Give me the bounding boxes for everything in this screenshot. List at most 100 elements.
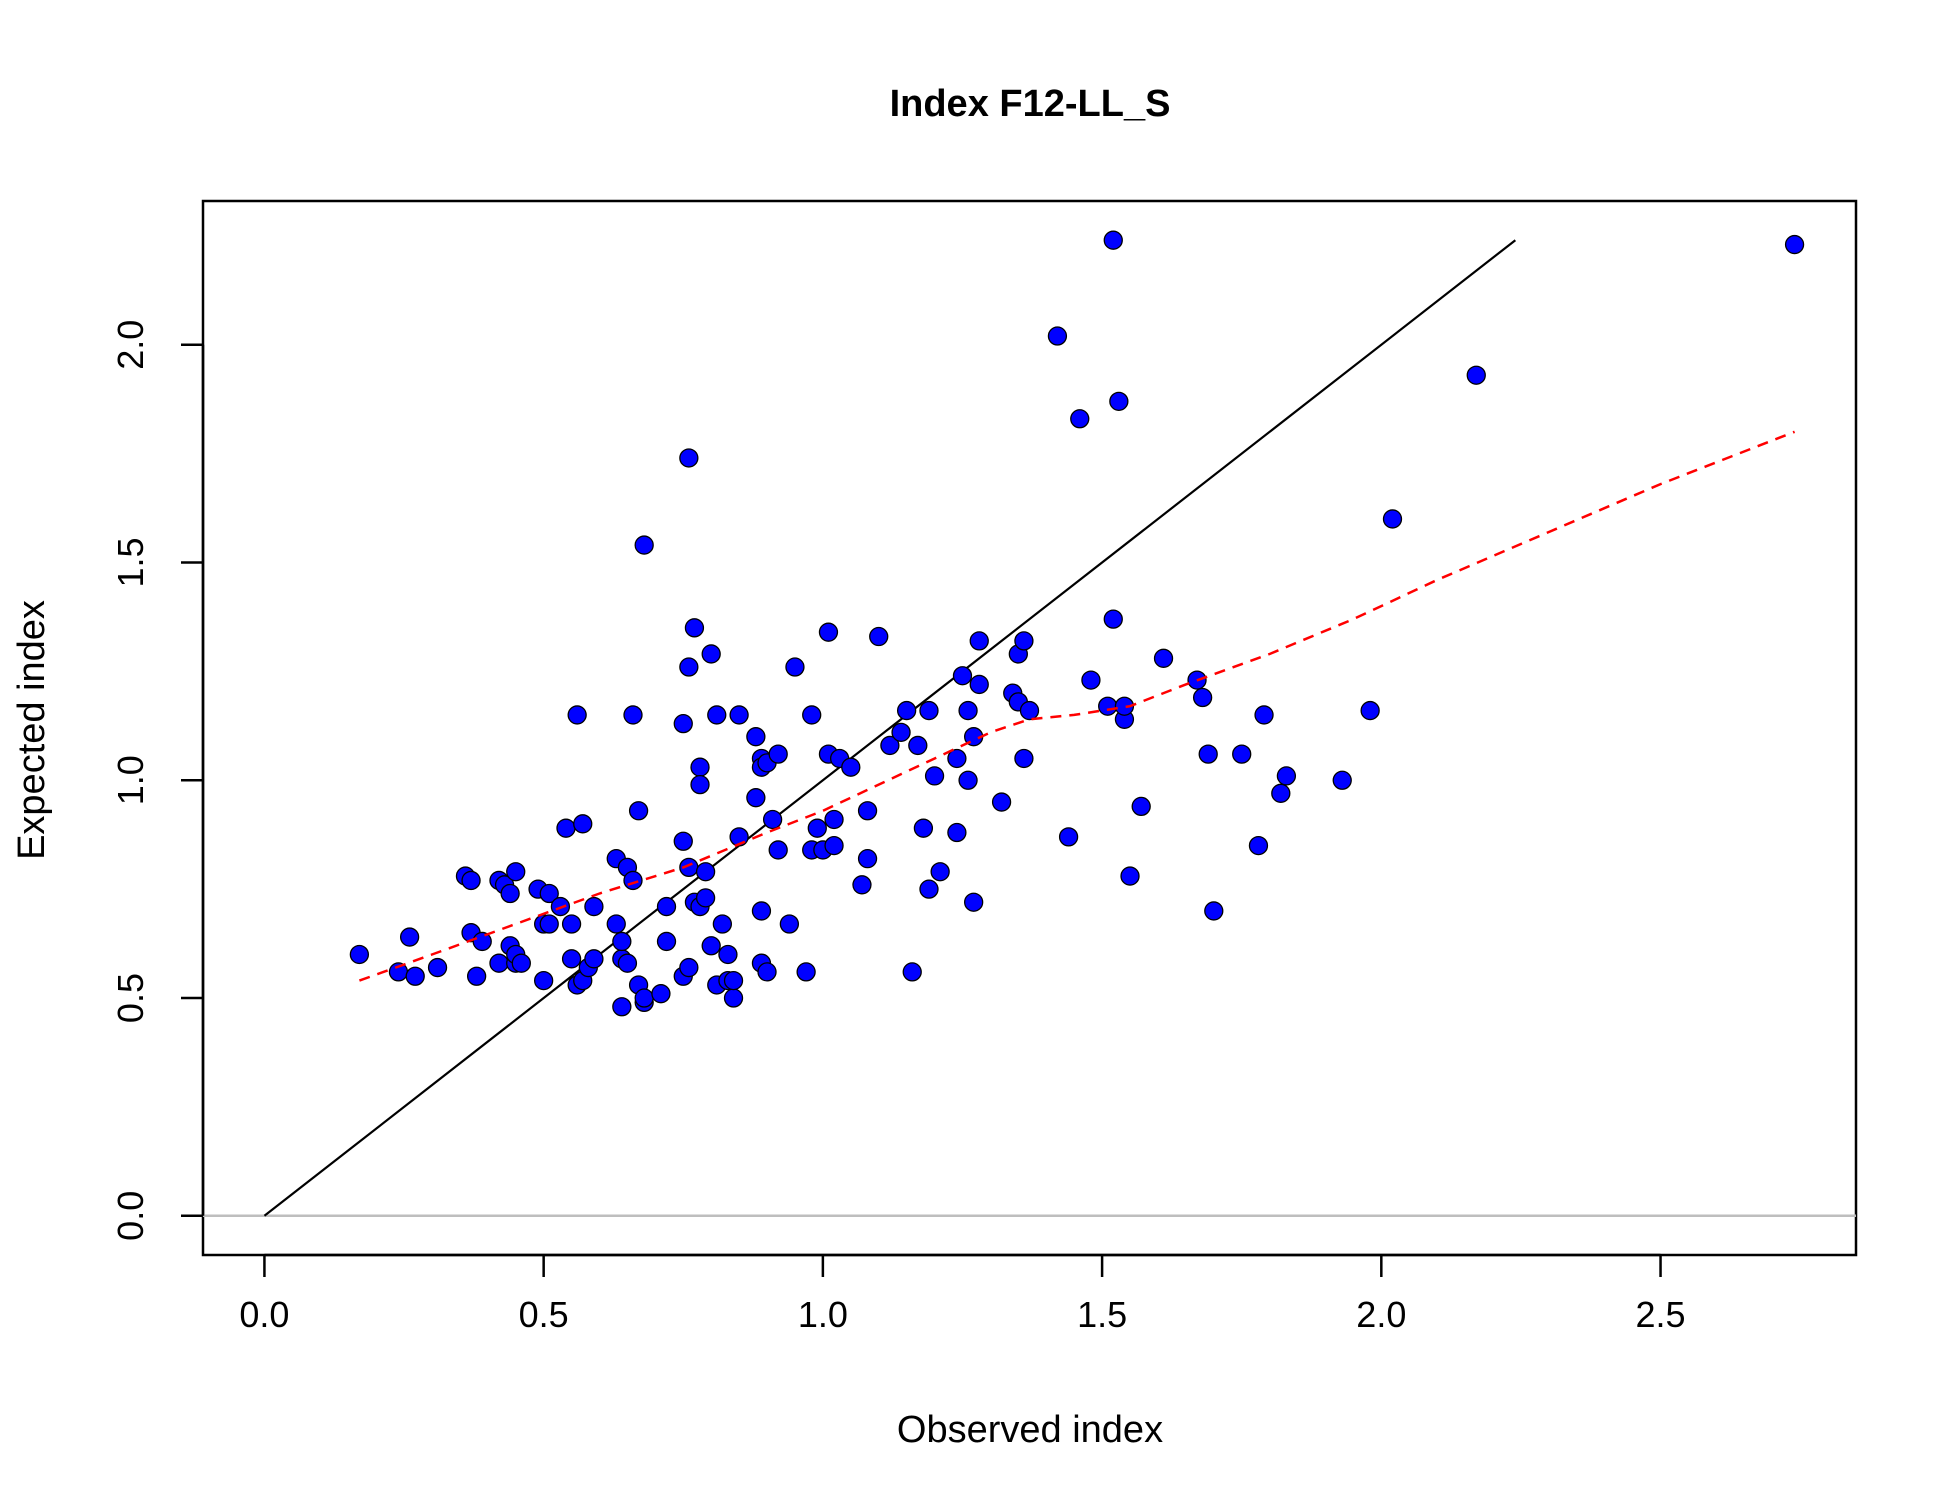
data-point: [1248, 835, 1269, 856]
data-point: [723, 970, 744, 991]
data-point: [818, 622, 839, 642]
data-point: [857, 849, 878, 869]
x-tick-label: 1.5: [1077, 1294, 1127, 1335]
data-point: [824, 835, 844, 856]
data-point: [556, 818, 576, 838]
x-tick-label: 0.5: [519, 1294, 569, 1335]
data-point: [701, 936, 721, 956]
data-point: [466, 966, 487, 986]
data-point: [1120, 866, 1140, 886]
data-point: [746, 788, 766, 808]
data-point: [690, 757, 710, 777]
data-point: [1153, 648, 1174, 668]
data-point: [656, 931, 677, 952]
chart-title: Index F12-LL_S: [890, 83, 1171, 125]
data-point: [723, 988, 744, 1008]
data-point: [534, 970, 554, 991]
data-point: [1058, 827, 1079, 847]
data-point: [824, 809, 844, 830]
data-point: [746, 727, 766, 747]
data-point: [991, 792, 1012, 812]
plot-frame: [201, 199, 1858, 1257]
data-point: [869, 626, 889, 647]
data-point: [1070, 409, 1090, 429]
data-point: [489, 953, 509, 973]
data-point: [880, 735, 900, 756]
data-point: [695, 862, 716, 882]
data-point: [1109, 391, 1129, 411]
data-point: [958, 770, 978, 790]
data-point: [707, 705, 727, 725]
data-point: [405, 966, 425, 986]
data-point: [612, 997, 632, 1017]
data-point: [673, 831, 693, 851]
data-point: [969, 674, 989, 695]
data-point: [634, 535, 654, 555]
data-point: [617, 953, 638, 973]
data-point: [1271, 783, 1291, 803]
data-point: [1276, 766, 1297, 786]
data-point: [958, 700, 978, 721]
data-point: [857, 801, 878, 821]
x-tick-label: 0.0: [239, 1294, 289, 1335]
data-point: [919, 700, 939, 721]
data-point: [919, 879, 939, 899]
data-point: [757, 962, 777, 982]
data-point: [1254, 705, 1274, 725]
y-tick-label: 2.0: [110, 320, 151, 370]
plot-area: 0.0 0.5 1.0 1.5 2.0 2.5 0.0 0.5 1.0 1.5 2.0: [110, 199, 1858, 1335]
data-point: [924, 766, 945, 786]
data-point: [896, 700, 917, 721]
data-point: [751, 901, 772, 921]
data-point: [679, 657, 699, 677]
data-point: [1466, 365, 1486, 385]
data-point: [656, 896, 677, 917]
data-point: [427, 957, 448, 978]
data-point: [718, 944, 738, 965]
data-point: [947, 822, 967, 843]
identity-line: [263, 239, 1517, 1217]
data-point: [690, 774, 710, 795]
data-point: [729, 705, 749, 725]
data-point: [1103, 230, 1123, 250]
y-tick-label: 1.5: [110, 537, 151, 587]
data-point: [891, 722, 911, 743]
data-point: [461, 870, 481, 891]
data-point: [701, 644, 721, 664]
data-point: [1019, 700, 1040, 721]
data-point: [1198, 744, 1218, 764]
data-point: [561, 949, 582, 969]
data-point: [802, 705, 822, 725]
data-point: [511, 953, 531, 973]
data-point: [695, 888, 716, 908]
data-point: [1382, 509, 1403, 529]
data-point: [1014, 748, 1034, 769]
data-point: [472, 931, 492, 952]
data-point: [584, 949, 604, 969]
x-axis-label: Observed index: [897, 1409, 1163, 1451]
y-tick-label: 0.0: [110, 1191, 151, 1241]
data-point: [399, 927, 420, 947]
data-point: [573, 814, 593, 834]
data-point: [567, 705, 587, 725]
data-point: [913, 818, 934, 838]
data-point: [1131, 796, 1151, 817]
data-point: [612, 931, 632, 952]
x-tick-label: 2.0: [1356, 1294, 1406, 1335]
data-point: [679, 448, 699, 468]
data-point: [628, 801, 649, 821]
smooth-line: [358, 430, 1796, 982]
data-point: [712, 914, 733, 934]
data-point: [1332, 770, 1352, 790]
data-point: [349, 944, 370, 965]
data-point: [930, 862, 950, 882]
data-point: [1047, 326, 1068, 346]
data-point: [779, 914, 800, 934]
data-point: [908, 735, 928, 756]
data-point: [1360, 700, 1380, 721]
data-point: [964, 892, 984, 912]
data-point: [506, 862, 526, 882]
data-point: [796, 962, 816, 982]
data-point: [623, 870, 643, 891]
data-point: [673, 713, 693, 734]
